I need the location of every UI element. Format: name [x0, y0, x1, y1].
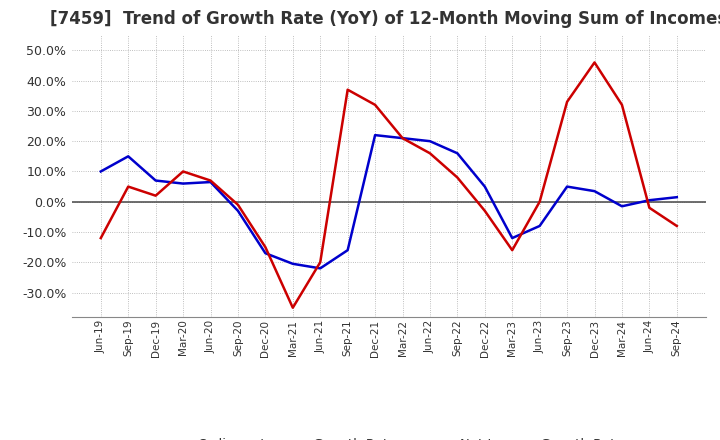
Ordinary Income Growth Rate — [426, 139, 434, 144]
Net Income Growth Rate — [645, 205, 654, 210]
Ordinary Income Growth Rate — [536, 224, 544, 229]
Ordinary Income Growth Rate — [233, 208, 242, 213]
Net Income Growth Rate — [206, 178, 215, 183]
Ordinary Income Growth Rate — [179, 181, 187, 186]
Net Income Growth Rate — [536, 199, 544, 204]
Net Income Growth Rate — [618, 102, 626, 107]
Ordinary Income Growth Rate — [371, 132, 379, 138]
Net Income Growth Rate — [398, 136, 407, 141]
Net Income Growth Rate — [508, 248, 516, 253]
Net Income Growth Rate — [124, 184, 132, 189]
Net Income Growth Rate — [426, 150, 434, 156]
Net Income Growth Rate — [233, 202, 242, 207]
Net Income Growth Rate — [316, 260, 325, 265]
Net Income Growth Rate — [590, 60, 599, 65]
Ordinary Income Growth Rate — [124, 154, 132, 159]
Ordinary Income Growth Rate — [645, 198, 654, 203]
Ordinary Income Growth Rate — [289, 261, 297, 267]
Legend: Ordinary Income Growth Rate, Net Income Growth Rate: Ordinary Income Growth Rate, Net Income … — [149, 433, 629, 440]
Ordinary Income Growth Rate — [453, 150, 462, 156]
Net Income Growth Rate — [261, 245, 270, 250]
Ordinary Income Growth Rate — [316, 266, 325, 271]
Ordinary Income Growth Rate — [261, 250, 270, 256]
Ordinary Income Growth Rate — [96, 169, 105, 174]
Net Income Growth Rate — [563, 99, 572, 104]
Ordinary Income Growth Rate — [343, 248, 352, 253]
Ordinary Income Growth Rate — [618, 204, 626, 209]
Net Income Growth Rate — [151, 193, 160, 198]
Ordinary Income Growth Rate — [563, 184, 572, 189]
Ordinary Income Growth Rate — [508, 235, 516, 241]
Net Income Growth Rate — [672, 224, 681, 229]
Ordinary Income Growth Rate — [151, 178, 160, 183]
Ordinary Income Growth Rate — [672, 194, 681, 200]
Ordinary Income Growth Rate — [480, 184, 489, 189]
Net Income Growth Rate — [453, 175, 462, 180]
Ordinary Income Growth Rate — [398, 136, 407, 141]
Ordinary Income Growth Rate — [590, 188, 599, 194]
Net Income Growth Rate — [480, 208, 489, 213]
Net Income Growth Rate — [289, 305, 297, 310]
Net Income Growth Rate — [371, 102, 379, 107]
Net Income Growth Rate — [179, 169, 187, 174]
Net Income Growth Rate — [96, 235, 105, 241]
Line: Ordinary Income Growth Rate: Ordinary Income Growth Rate — [101, 135, 677, 268]
Title: [7459]  Trend of Growth Rate (YoY) of 12-Month Moving Sum of Incomes: [7459] Trend of Growth Rate (YoY) of 12-… — [50, 10, 720, 28]
Net Income Growth Rate — [343, 87, 352, 92]
Ordinary Income Growth Rate — [206, 180, 215, 185]
Line: Net Income Growth Rate: Net Income Growth Rate — [101, 62, 677, 308]
